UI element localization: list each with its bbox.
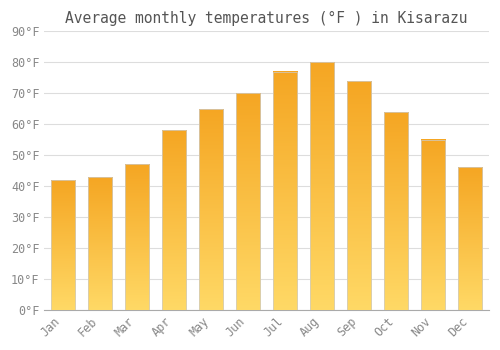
Bar <box>422 140 446 310</box>
Bar <box>347 81 372 310</box>
Bar <box>162 131 186 310</box>
Bar <box>88 177 112 310</box>
Bar <box>273 72 297 310</box>
Bar <box>199 109 223 310</box>
Bar <box>125 164 149 310</box>
Bar <box>51 180 75 310</box>
Bar <box>384 112 408 310</box>
Title: Average monthly temperatures (°F ) in Kisarazu: Average monthly temperatures (°F ) in Ki… <box>66 11 468 26</box>
Bar <box>236 93 260 310</box>
Bar <box>310 62 334 310</box>
Bar <box>458 168 482 310</box>
